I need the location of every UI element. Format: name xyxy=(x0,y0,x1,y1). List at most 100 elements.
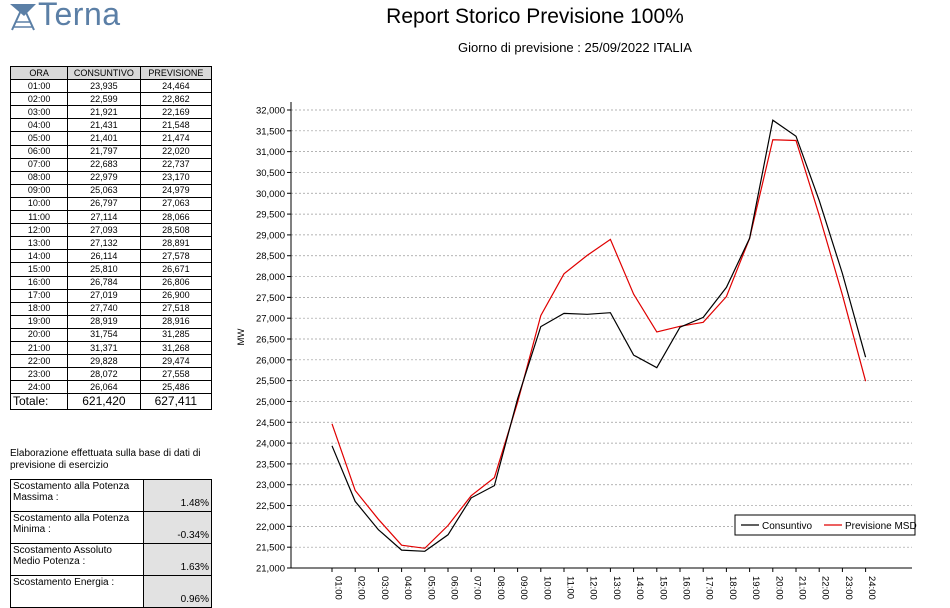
x-tick-label: 20:00 xyxy=(773,576,784,600)
x-tick-label: 05:00 xyxy=(425,576,436,600)
y-tick-label: 26,000 xyxy=(256,355,285,366)
table-row: 09:00 25,063 24,979 xyxy=(9,183,213,198)
x-tick-label: 17:00 xyxy=(704,576,715,600)
chart-series xyxy=(331,119,867,552)
hour-cell: 15:00 xyxy=(9,262,69,277)
total-row: Totale: 621,420 627,411 xyxy=(9,393,213,411)
y-tick-label: 26,500 xyxy=(256,335,285,346)
terna-logo-icon xyxy=(10,4,36,31)
x-tick-label: 11:00 xyxy=(565,576,576,599)
y-tick-label: 23,000 xyxy=(256,480,285,491)
x-tick-label: 23:00 xyxy=(843,576,854,600)
table-row: 22:00 29,828 29,474 xyxy=(9,354,213,369)
table-row: 23:00 28,072 27,558 xyxy=(9,367,213,382)
y-tick-label: 31,000 xyxy=(256,147,285,158)
header-previsione: PREVISIONE xyxy=(139,65,213,81)
previsione-cell: 28,891 xyxy=(139,236,213,251)
previsione-cell: 26,900 xyxy=(139,288,213,303)
hour-cell: 21:00 xyxy=(9,340,69,356)
previsione-cell: 22,862 xyxy=(139,92,213,107)
table-row: 06:00 21,797 22,020 xyxy=(9,144,213,159)
table-row: 05:00 21,401 21,474 xyxy=(9,131,213,146)
table-header-row: ORA CONSUNTIVO PREVISIONE xyxy=(9,65,213,81)
hour-cell: 23:00 xyxy=(9,367,69,382)
table-row: 04:00 21,431 21,548 xyxy=(9,118,213,133)
hour-cell: 20:00 xyxy=(9,327,69,342)
metric-value: 0.96% xyxy=(143,575,212,608)
y-tick-label: 27,500 xyxy=(256,293,285,304)
hour-cell: 18:00 xyxy=(9,301,69,316)
previsione-cell: 22,169 xyxy=(139,105,213,120)
y-tick-label: 28,000 xyxy=(256,272,285,283)
consuntivo-cell: 27,132 xyxy=(67,236,141,251)
consuntivo-cell: 22,599 xyxy=(67,92,141,107)
previsione-cell: 31,285 xyxy=(139,327,213,342)
hour-cell: 17:00 xyxy=(9,288,69,303)
consuntivo-cell: 21,797 xyxy=(67,144,141,159)
y-tick-label: 30,500 xyxy=(256,168,285,179)
y-axis-ticks: 21,000 21,500 22,000 22,500 23,000 23,500 24,0… xyxy=(256,106,291,575)
metric-row: Scostamento alla Potenza Minima : -0.34% xyxy=(10,511,212,544)
previsione-cell: 23,170 xyxy=(139,170,213,185)
hour-cell: 07:00 xyxy=(9,157,69,172)
x-tick-label: 22:00 xyxy=(820,576,831,600)
consuntivo-cell: 27,019 xyxy=(67,288,141,303)
metric-label: Scostamento alla Potenza Minima : xyxy=(10,511,144,544)
consuntivo-cell: 28,072 xyxy=(67,367,141,382)
metric-value: -0.34% xyxy=(143,511,212,544)
series-line-previsione xyxy=(331,139,867,549)
terna-logo: Terna xyxy=(8,0,148,34)
metric-value: 1.63% xyxy=(143,543,212,576)
table-row: 07:00 22,683 22,737 xyxy=(9,157,213,172)
y-tick-label: 23,500 xyxy=(256,459,285,470)
previsione-cell: 27,578 xyxy=(139,249,213,264)
consuntivo-cell: 21,921 xyxy=(67,105,141,120)
table-row: 12:00 27,093 28,508 xyxy=(9,223,213,238)
total-consuntivo: 621,420 xyxy=(67,393,141,411)
x-tick-label: 13:00 xyxy=(611,576,622,600)
y-tick-label: 29,000 xyxy=(256,230,285,241)
series-line-consuntivo xyxy=(331,119,867,552)
metric-row: Scostamento Assoluto Medio Potenza :1.63… xyxy=(10,543,212,576)
previsione-cell: 21,548 xyxy=(139,118,213,133)
table-row: 08:00 22,979 23,170 xyxy=(9,170,213,185)
table-row: 15:00 25,810 26,671 xyxy=(9,262,213,277)
consuntivo-cell: 29,828 xyxy=(67,354,141,369)
y-tick-label: 27,000 xyxy=(256,314,285,325)
y-tick-label: 30,000 xyxy=(256,189,285,200)
consuntivo-cell: 27,093 xyxy=(67,223,141,238)
consuntivo-cell: 26,797 xyxy=(67,196,141,212)
y-tick-label: 31,500 xyxy=(256,126,285,137)
previsione-cell: 28,066 xyxy=(139,210,213,225)
previsione-cell: 22,020 xyxy=(139,144,213,159)
y-tick-label: 22,000 xyxy=(256,522,285,533)
consuntivo-cell: 26,114 xyxy=(67,249,141,264)
consuntivo-cell: 31,754 xyxy=(67,327,141,342)
x-tick-label: 09:00 xyxy=(518,576,529,600)
previsione-cell: 25,486 xyxy=(139,380,213,395)
chart-grid xyxy=(291,109,912,548)
hour-cell: 03:00 xyxy=(9,105,69,120)
consuntivo-cell: 26,064 xyxy=(67,380,141,395)
y-tick-label: 28,500 xyxy=(256,251,285,262)
y-axis-label: MW xyxy=(236,329,247,346)
x-tick-label: 24:00 xyxy=(866,576,877,600)
forecast-date: Giorno di previsione : 25/09/2022 ITALIA xyxy=(458,40,692,55)
x-tick-label: 07:00 xyxy=(472,576,483,600)
consuntivo-cell: 31,371 xyxy=(67,340,141,356)
consuntivo-cell: 26,784 xyxy=(67,275,141,290)
y-tick-label: 21,500 xyxy=(256,543,285,554)
table-row: 17:00 27,019 26,900 xyxy=(9,288,213,303)
x-tick-label: 04:00 xyxy=(402,576,413,600)
table-row: 11:00 27,114 28,066 xyxy=(9,210,213,225)
hour-cell: 13:00 xyxy=(9,236,69,251)
previsione-cell: 31,268 xyxy=(139,340,213,356)
x-tick-label: 15:00 xyxy=(657,576,668,600)
previsione-cell: 28,916 xyxy=(139,314,213,329)
logo-text: Terna xyxy=(38,0,121,32)
x-tick-label: 02:00 xyxy=(356,576,367,600)
consuntivo-cell: 25,063 xyxy=(67,183,141,198)
hour-cell: 08:00 xyxy=(9,170,69,185)
table-row: 13:00 27,132 28,891 xyxy=(9,236,213,251)
y-tick-label: 22,500 xyxy=(256,501,285,512)
